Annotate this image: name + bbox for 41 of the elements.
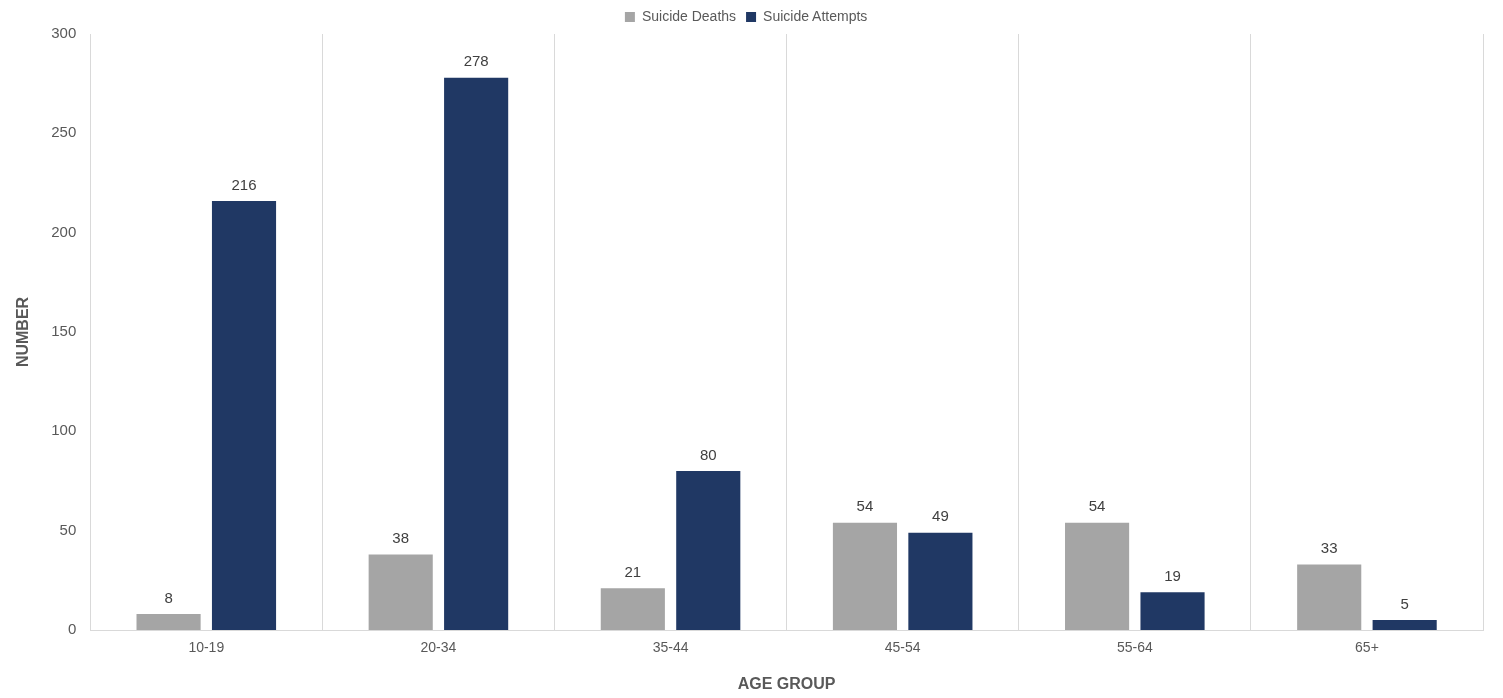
y-tick-label: 250 [51, 123, 77, 141]
data-label: 278 [463, 52, 489, 70]
x-tick-label: 65+ [1355, 639, 1379, 656]
data-label: 5 [1400, 594, 1409, 612]
bar [832, 522, 898, 630]
data-label: 49 [932, 507, 949, 525]
x-tick-label: 10-19 [188, 639, 225, 656]
data-label: 80 [699, 445, 717, 463]
data-label: 8 [164, 588, 173, 606]
bar [1065, 522, 1130, 630]
y-tick-label: 100 [51, 421, 77, 439]
data-label: 21 [624, 562, 642, 580]
y-tick-label: 0 [67, 620, 77, 638]
x-tick-label: 20-34 [420, 639, 457, 656]
bar [444, 77, 509, 630]
data-label: 33 [1320, 539, 1338, 557]
bar [676, 471, 741, 630]
x-tick-label: 45-54 [884, 639, 921, 656]
bar [908, 532, 973, 630]
x-tick-label: 55-64 [1116, 639, 1153, 656]
data-label: 54 [856, 497, 874, 515]
bar [1297, 564, 1362, 630]
x-axis-title: AGE GROUP [737, 674, 836, 692]
bar [1372, 620, 1437, 630]
y-tick-label: 200 [51, 222, 77, 240]
bar [368, 554, 433, 630]
bar [1140, 592, 1205, 630]
bar [211, 200, 277, 630]
bar [600, 588, 665, 630]
bar [136, 614, 201, 630]
legend-label: Suicide Deaths [641, 7, 737, 24]
legend-label: Suicide Attempts [763, 7, 868, 24]
y-tick-label: 50 [59, 520, 77, 538]
y-axis-title: NUMBER [14, 296, 32, 368]
data-label: 216 [231, 175, 257, 193]
y-tick-label: 300 [51, 24, 77, 42]
data-label: 38 [392, 529, 410, 547]
data-label: 54 [1088, 497, 1106, 515]
x-tick-label: 35-44 [652, 639, 689, 656]
data-label: 19 [1164, 566, 1181, 584]
y-tick-label: 150 [51, 322, 77, 340]
